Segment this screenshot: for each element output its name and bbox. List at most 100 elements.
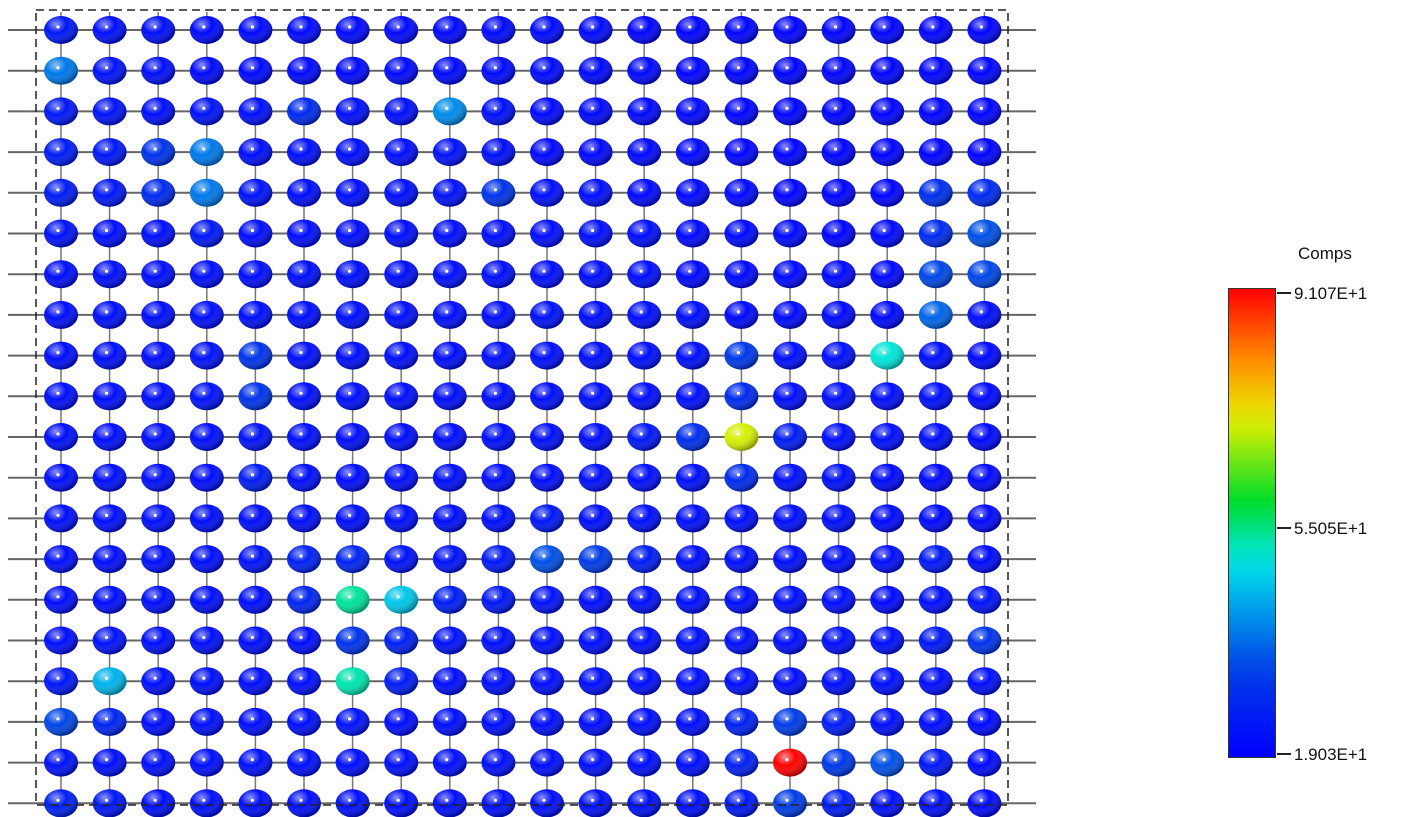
data-sphere	[724, 16, 759, 44]
data-sphere	[870, 138, 905, 167]
data-sphere	[141, 789, 176, 817]
data-sphere	[530, 667, 564, 696]
data-sphere	[384, 382, 419, 411]
data-sphere	[189, 585, 224, 614]
data-sphere	[189, 626, 224, 655]
data-sphere	[287, 789, 321, 817]
data-sphere	[627, 585, 662, 614]
data-sphere	[530, 300, 564, 329]
data-sphere	[821, 626, 856, 655]
data-sphere	[335, 545, 370, 574]
data-sphere	[189, 667, 224, 696]
data-sphere	[335, 382, 370, 411]
data-sphere	[189, 16, 224, 44]
data-sphere	[578, 300, 613, 329]
data-sphere	[44, 382, 78, 411]
data-sphere	[870, 341, 905, 370]
data-sphere	[238, 260, 273, 289]
data-sphere	[724, 219, 759, 248]
data-sphere	[481, 545, 516, 574]
data-sphere	[870, 178, 905, 207]
data-sphere	[287, 626, 321, 655]
data-sphere	[627, 16, 662, 44]
data-sphere	[870, 626, 905, 655]
data-sphere	[627, 667, 662, 696]
data-sphere	[821, 789, 856, 817]
data-sphere	[481, 382, 516, 411]
data-sphere	[675, 667, 710, 696]
data-sphere	[530, 97, 564, 126]
data-sphere	[44, 138, 78, 167]
data-sphere	[773, 178, 807, 207]
data-sphere	[44, 341, 78, 370]
data-sphere	[141, 260, 176, 289]
data-sphere	[578, 219, 613, 248]
data-sphere	[141, 463, 176, 492]
data-sphere	[384, 626, 419, 655]
data-sphere	[44, 423, 78, 451]
data-sphere	[481, 626, 516, 655]
data-sphere	[578, 382, 613, 411]
data-sphere	[287, 463, 321, 492]
data-sphere	[432, 545, 467, 574]
data-sphere	[773, 504, 807, 533]
data-sphere	[530, 56, 564, 85]
data-sphere	[384, 504, 419, 533]
data-sphere	[92, 260, 127, 289]
data-sphere	[238, 748, 273, 777]
data-sphere	[238, 300, 273, 329]
data-sphere	[384, 707, 419, 736]
data-sphere	[870, 585, 905, 614]
data-sphere	[821, 97, 856, 126]
data-sphere	[335, 138, 370, 167]
data-sphere	[724, 341, 759, 370]
data-sphere	[675, 707, 710, 736]
data-sphere	[287, 219, 321, 248]
data-sphere	[773, 667, 807, 696]
data-sphere	[287, 97, 321, 126]
data-sphere	[189, 545, 224, 574]
data-sphere	[530, 341, 564, 370]
data-sphere	[335, 300, 370, 329]
data-sphere	[189, 748, 224, 777]
data-sphere	[675, 56, 710, 85]
data-sphere	[967, 789, 1002, 817]
data-sphere	[335, 219, 370, 248]
data-sphere	[92, 300, 127, 329]
data-sphere	[627, 504, 662, 533]
data-sphere	[481, 97, 516, 126]
data-sphere	[238, 341, 273, 370]
data-sphere	[821, 56, 856, 85]
data-sphere	[432, 382, 467, 411]
data-sphere	[918, 707, 953, 736]
data-sphere	[773, 341, 807, 370]
data-sphere	[627, 97, 662, 126]
data-sphere	[578, 423, 613, 451]
data-sphere	[821, 748, 856, 777]
data-sphere	[92, 219, 127, 248]
data-sphere	[384, 545, 419, 574]
legend-label-min: 1.903E+1	[1294, 745, 1368, 764]
data-sphere	[773, 260, 807, 289]
data-sphere	[967, 300, 1002, 329]
data-sphere	[578, 504, 613, 533]
data-sphere	[918, 300, 953, 329]
data-sphere	[189, 504, 224, 533]
data-sphere	[189, 707, 224, 736]
data-sphere	[821, 382, 856, 411]
data-sphere	[141, 341, 176, 370]
data-sphere	[481, 138, 516, 167]
data-sphere	[384, 16, 419, 44]
data-sphere	[287, 260, 321, 289]
data-sphere	[432, 504, 467, 533]
data-sphere	[967, 341, 1002, 370]
data-sphere	[627, 626, 662, 655]
data-sphere	[724, 463, 759, 492]
data-sphere	[773, 626, 807, 655]
data-sphere	[821, 260, 856, 289]
data-sphere	[44, 626, 78, 655]
data-sphere	[870, 219, 905, 248]
data-sphere	[238, 504, 273, 533]
data-sphere	[335, 789, 370, 817]
data-sphere	[335, 260, 370, 289]
